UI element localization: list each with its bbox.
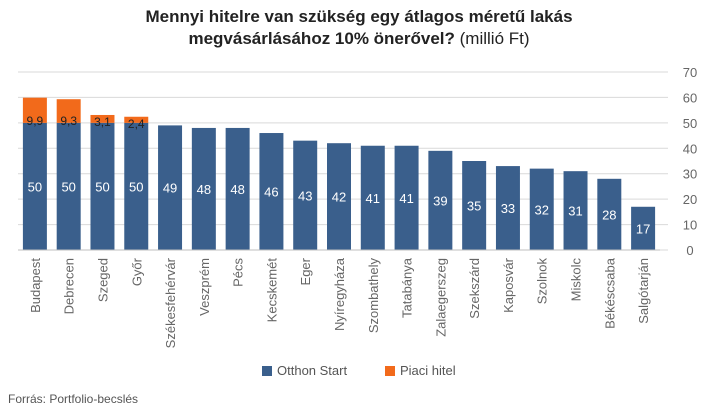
bar-otthon-start xyxy=(495,166,520,250)
data-label-otthon-start: 48 xyxy=(230,182,244,197)
bar-otthon-start xyxy=(597,178,622,250)
bar-otthon-start xyxy=(360,145,385,250)
title-line-1: Mennyi hitelre van szükség egy átlagos m… xyxy=(145,7,573,26)
bar-otthon-start xyxy=(293,140,318,250)
bar-otthon-start xyxy=(22,122,47,250)
legend-label-otthon-start: Otthon Start xyxy=(277,363,347,378)
data-label-otthon-start: 31 xyxy=(568,204,582,219)
bar-otthon-start xyxy=(428,150,453,250)
data-label-otthon-start: 17 xyxy=(636,221,650,236)
data-label-piaci-hitel: 9,3 xyxy=(60,114,77,128)
chart-title: Mennyi hitelre van szükség egy átlagos m… xyxy=(0,6,718,50)
data-label-piaci-hitel: 3,1 xyxy=(94,115,111,129)
x-tick-label: Szekszárd xyxy=(467,258,482,319)
bar-piaci-hitel xyxy=(22,97,47,123)
x-tick-label: Győr xyxy=(129,257,144,286)
bar-otthon-start xyxy=(563,171,588,250)
title-line-2-unit: (millió Ft) xyxy=(454,29,530,48)
data-label-otthon-start: 50 xyxy=(28,179,42,194)
bar-otthon-start xyxy=(124,122,149,250)
bar-otthon-start xyxy=(191,127,216,250)
x-tick-label: Nyíregyháza xyxy=(332,257,347,331)
bar-otthon-start xyxy=(327,143,351,250)
bar-otthon-start xyxy=(631,206,656,250)
bar-otthon-start xyxy=(394,145,419,250)
legend-label-piaci-hitel: Piaci hitel xyxy=(400,363,456,378)
title-line-2-bold: megvásárlásához 10% önerővel? xyxy=(188,29,455,48)
x-tick-label: Békéscsaba xyxy=(602,257,617,329)
x-tick-label: Pécs xyxy=(231,258,246,287)
y-tick-label: 20 xyxy=(683,192,697,207)
source-note: Forrás: Portfolio-becslés xyxy=(8,392,139,406)
data-label-otthon-start: 41 xyxy=(399,191,413,206)
x-tick-label: Miskolc xyxy=(569,258,584,302)
bar-piaci-hitel xyxy=(56,99,81,123)
x-tick-label: Szolnok xyxy=(535,258,550,305)
bar-otthon-start xyxy=(56,122,81,250)
data-label-otthon-start: 46 xyxy=(264,185,278,200)
y-tick-label: 50 xyxy=(683,116,697,131)
data-label-otthon-start: 42 xyxy=(332,190,346,205)
data-label-otthon-start: 39 xyxy=(433,193,447,208)
data-label-otthon-start: 33 xyxy=(501,201,515,216)
y-tick-label: 0 xyxy=(686,243,693,258)
x-tick-label: Zalaegerszeg xyxy=(433,258,448,337)
x-tick-label: Salgótarján xyxy=(636,258,651,324)
x-tick-label: Tatabánya xyxy=(400,257,415,318)
y-tick-label: 70 xyxy=(683,65,697,80)
data-label-piaci-hitel: 9,9 xyxy=(27,114,44,128)
legend-swatch-otthon-start xyxy=(262,366,272,376)
x-tick-label: Eger xyxy=(298,257,313,285)
data-label-otthon-start: 43 xyxy=(298,188,312,203)
bar-otthon-start xyxy=(529,168,554,250)
x-tick-label: Veszprém xyxy=(197,258,212,316)
x-tick-label: Szombathely xyxy=(366,258,381,334)
data-label-otthon-start: 48 xyxy=(197,182,211,197)
y-tick-label: 40 xyxy=(683,141,697,156)
data-label-otthon-start: 35 xyxy=(467,199,481,214)
data-label-otthon-start: 50 xyxy=(95,179,109,194)
x-tick-label: Kaposvár xyxy=(501,257,516,313)
bar-otthon-start xyxy=(90,122,115,250)
data-label-otthon-start: 50 xyxy=(61,179,75,194)
data-label-otthon-start: 49 xyxy=(163,181,177,196)
x-tick-label: Budapest xyxy=(28,258,43,313)
data-label-piaci-hitel: 2,4 xyxy=(128,117,145,131)
y-tick-label: 30 xyxy=(683,167,697,182)
data-label-otthon-start: 50 xyxy=(129,179,143,194)
bar-piaci-hitel xyxy=(90,114,115,123)
data-label-otthon-start: 28 xyxy=(602,207,616,222)
y-tick-label: 60 xyxy=(683,90,697,105)
legend-swatch-piaci-hitel xyxy=(385,366,395,376)
data-label-otthon-start: 32 xyxy=(535,202,549,217)
bar-piaci-hitel xyxy=(124,116,149,123)
bar-otthon-start xyxy=(462,161,487,250)
x-tick-label: Szeged xyxy=(95,258,110,302)
bar-otthon-start xyxy=(225,127,250,250)
y-tick-label: 10 xyxy=(683,218,697,233)
bar-otthon-start xyxy=(259,133,284,250)
x-tick-label: Kecskemét xyxy=(264,258,279,323)
data-label-otthon-start: 41 xyxy=(366,191,380,206)
x-tick-label: Debrecen xyxy=(62,258,77,314)
x-tick-label: Székesfehérvár xyxy=(163,257,178,348)
bar-otthon-start xyxy=(158,125,183,250)
